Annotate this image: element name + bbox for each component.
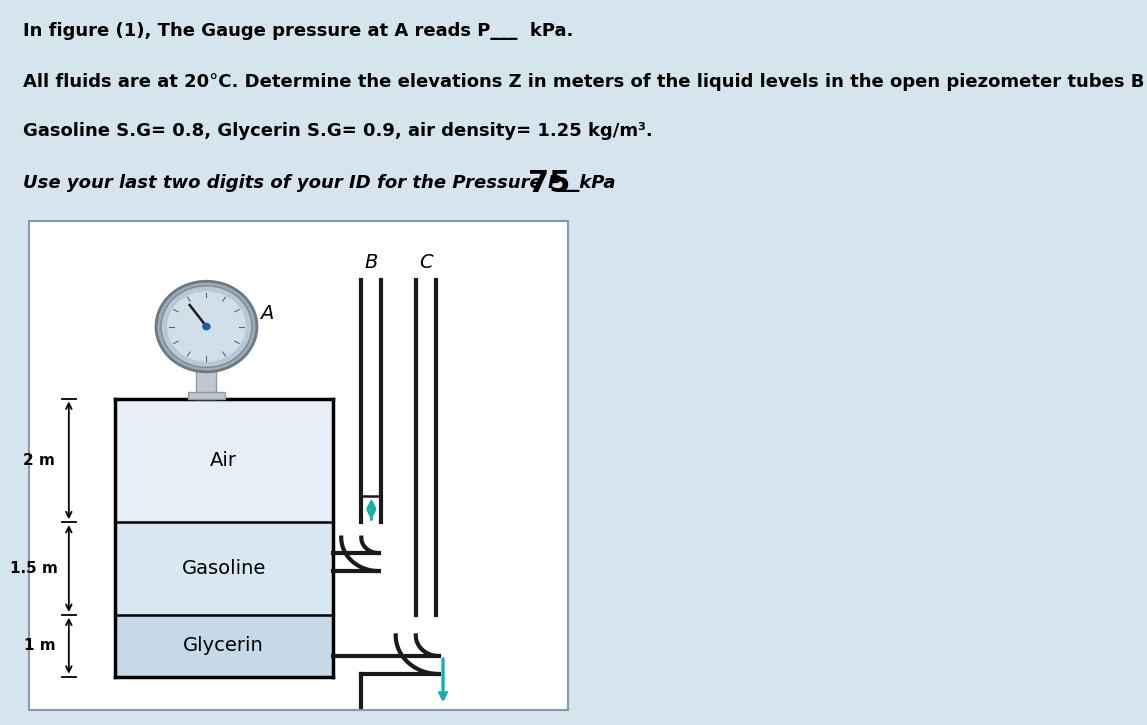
FancyBboxPatch shape: [29, 221, 568, 710]
Bar: [188, 392, 225, 399]
Text: 1 m: 1 m: [24, 638, 56, 653]
Text: C: C: [419, 254, 432, 273]
Text: Use your last two digits of your ID for the Pressure P__kPa: Use your last two digits of your ID for …: [23, 175, 622, 192]
Text: A: A: [259, 304, 273, 323]
Text: All fluids are at 20°C. Determine the elevations Z in meters of the liquid level: All fluids are at 20°C. Determine the el…: [23, 72, 1147, 91]
Bar: [115, 399, 333, 522]
Circle shape: [161, 286, 252, 368]
Text: 75: 75: [528, 169, 570, 198]
Text: 1.5 m: 1.5 m: [10, 561, 58, 576]
Bar: [196, 370, 217, 399]
Circle shape: [167, 291, 245, 362]
Text: B: B: [365, 254, 379, 273]
Text: Air: Air: [210, 451, 237, 470]
Text: Gasoline: Gasoline: [181, 559, 266, 578]
Bar: [115, 615, 333, 676]
Text: Glycerin: Glycerin: [184, 636, 264, 655]
Circle shape: [156, 281, 257, 372]
Bar: [115, 522, 333, 615]
Text: 2 m: 2 m: [23, 453, 55, 468]
Text: Gasoline S.G= 0.8, Glycerin S.G= 0.9, air density= 1.25 kg/m³.: Gasoline S.G= 0.8, Glycerin S.G= 0.9, ai…: [23, 122, 653, 140]
Circle shape: [202, 323, 211, 331]
Text: In figure (1), The Gauge pressure at A reads P___  kPa.: In figure (1), The Gauge pressure at A r…: [23, 22, 574, 40]
